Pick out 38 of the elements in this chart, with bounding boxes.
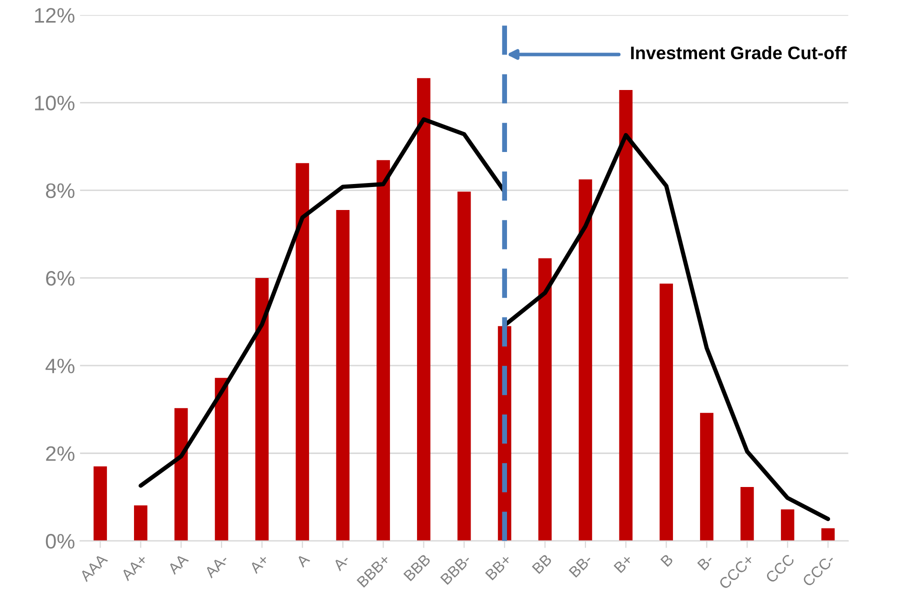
y-tick-label: 6% <box>46 270 74 286</box>
x-tick-label: BB- <box>568 554 593 578</box>
bar <box>376 160 390 541</box>
bar <box>457 192 471 541</box>
bar <box>780 509 794 541</box>
y-tick-label: 10% <box>35 96 74 110</box>
bar <box>134 505 148 541</box>
bar <box>740 487 754 541</box>
y-tick-label: 4% <box>46 358 74 374</box>
bar <box>417 78 430 541</box>
bar <box>578 179 592 541</box>
x-tick-label: BB <box>532 554 552 574</box>
y-tick-label: 2% <box>46 446 74 461</box>
x-tick-label: B <box>660 554 674 567</box>
x-tick-label: AA <box>167 553 189 575</box>
x-tick-label: AA- <box>204 554 229 579</box>
bar <box>214 378 228 541</box>
x-tick-label: A <box>296 553 310 568</box>
bar <box>660 284 673 541</box>
bar <box>619 90 633 541</box>
x-tick-label: A- <box>332 554 350 572</box>
ref-line-label: Investment Grade Cut-off <box>631 46 847 60</box>
bar <box>700 412 714 541</box>
bar <box>821 528 835 541</box>
bar <box>538 258 552 541</box>
bar <box>174 408 188 541</box>
bar <box>336 210 350 541</box>
x-tick-label: AA+ <box>120 554 148 582</box>
y-tick-label: 0% <box>46 534 74 549</box>
x-tick-label: B+ <box>614 554 634 574</box>
x-tick-label: A+ <box>248 554 270 574</box>
bar <box>255 278 269 541</box>
y-tick-label: 12% <box>35 8 74 23</box>
bar <box>296 163 310 541</box>
y-tick-label: 8% <box>46 183 74 198</box>
x-tick-label: B- <box>697 554 714 570</box>
x-tick-label: BB+ <box>485 554 512 580</box>
bar <box>94 466 107 541</box>
